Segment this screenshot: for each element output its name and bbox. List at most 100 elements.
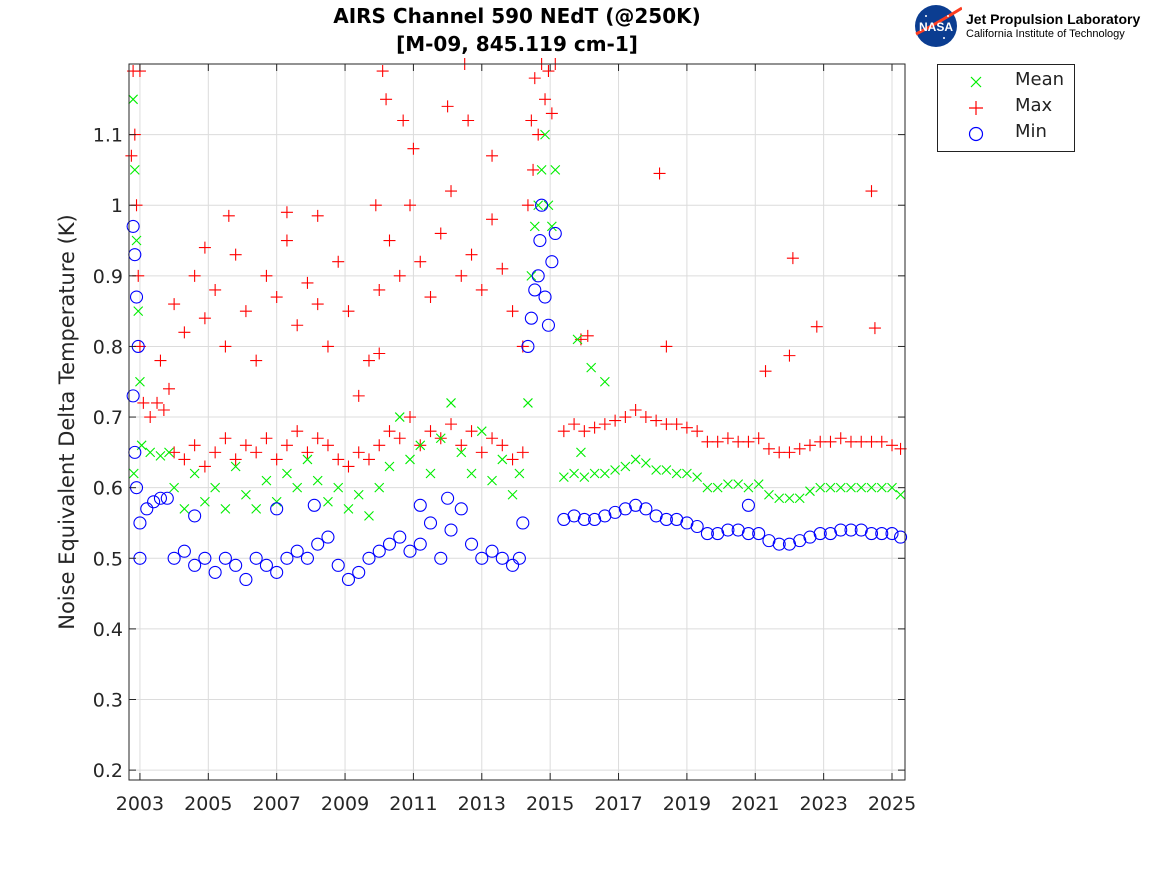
max-point — [280, 439, 293, 452]
min-point — [475, 551, 489, 565]
mean-point — [405, 454, 415, 465]
max-point — [229, 453, 242, 466]
mean-point — [230, 461, 241, 472]
mean-point — [128, 94, 138, 105]
min-point — [864, 527, 879, 541]
mean-point — [589, 468, 600, 479]
max-point — [701, 435, 714, 448]
mean-point — [169, 482, 180, 493]
max-point — [250, 354, 263, 367]
max-point — [229, 248, 242, 261]
max-point — [311, 209, 324, 222]
data-marks — [125, 58, 908, 587]
y-tick-label: 0.3 — [93, 690, 123, 712]
legend-label: Mean — [1015, 69, 1065, 90]
mean-point — [661, 465, 672, 475]
max-point — [376, 65, 389, 78]
mean-point — [784, 493, 795, 504]
mean-point — [846, 482, 856, 493]
max-point — [527, 163, 540, 176]
min-point — [126, 219, 140, 233]
max-point — [239, 305, 252, 318]
max-point — [154, 354, 167, 367]
mean-point — [200, 496, 210, 507]
y-tick-label: 0.4 — [93, 619, 123, 641]
max-point — [188, 269, 201, 282]
max-point — [168, 446, 181, 459]
max-point — [578, 425, 591, 438]
max-point — [639, 411, 652, 424]
max-point — [445, 185, 458, 198]
max-point — [619, 411, 632, 424]
mean-point — [497, 454, 508, 465]
mean-point — [579, 472, 590, 482]
max-point — [332, 255, 345, 268]
min-point — [140, 502, 154, 516]
min-point — [307, 498, 321, 512]
max-point — [542, 65, 555, 78]
max-point — [342, 305, 355, 318]
mean-point — [630, 454, 641, 465]
legend-label: Min — [1015, 121, 1047, 142]
min-point — [177, 544, 191, 558]
mean-point — [610, 465, 620, 475]
max-point — [752, 432, 765, 445]
mean-point — [702, 482, 713, 493]
max-point — [311, 298, 324, 311]
mean-point — [526, 270, 537, 281]
min-point — [533, 233, 547, 248]
min-point — [229, 558, 243, 572]
min-point — [548, 226, 562, 241]
nasa-meatball-icon: NASA — [915, 5, 963, 47]
max-point — [424, 291, 437, 304]
max-point — [434, 227, 447, 240]
max-point — [539, 93, 552, 106]
mean-point — [312, 475, 323, 486]
max-point — [629, 403, 642, 416]
mean-point — [671, 468, 682, 479]
max-point — [732, 435, 745, 448]
min-point — [188, 558, 202, 572]
mean-point — [487, 475, 497, 486]
max-point — [475, 283, 488, 296]
max-point — [455, 269, 468, 282]
mean-point — [456, 447, 467, 458]
mean-point — [374, 482, 385, 493]
max-point — [404, 199, 417, 212]
max-point — [486, 432, 499, 445]
mean-point — [599, 468, 610, 479]
min-point — [167, 551, 181, 565]
legend-item-mean: Mean — [938, 69, 1074, 95]
mean-point — [261, 475, 272, 486]
max-point — [260, 269, 273, 282]
max-point — [178, 453, 191, 466]
max-point — [609, 414, 622, 427]
min-point — [495, 551, 509, 565]
max-point — [588, 421, 601, 434]
mean-point — [271, 496, 282, 507]
mean-point — [815, 482, 826, 493]
min-point — [311, 537, 325, 551]
min-point — [444, 523, 458, 537]
max-point — [321, 340, 334, 353]
mean-point — [353, 489, 364, 500]
mean-point — [586, 362, 597, 373]
mean-point — [529, 221, 540, 232]
min-point — [249, 551, 263, 565]
x-tick-label: 2003 — [116, 793, 164, 815]
max-point — [721, 432, 734, 445]
max-point — [691, 425, 704, 438]
x-tick-label: 2005 — [184, 793, 232, 815]
max-point — [521, 199, 534, 212]
max-point — [311, 432, 324, 445]
max-point — [373, 439, 386, 452]
min-point — [280, 551, 294, 565]
max-point — [404, 411, 417, 424]
mean-point — [546, 221, 557, 232]
max-point — [545, 107, 558, 120]
max-point — [465, 425, 478, 438]
mean-point — [599, 376, 610, 387]
max-point — [219, 340, 232, 353]
max-point — [178, 326, 191, 339]
min-point — [834, 523, 848, 537]
